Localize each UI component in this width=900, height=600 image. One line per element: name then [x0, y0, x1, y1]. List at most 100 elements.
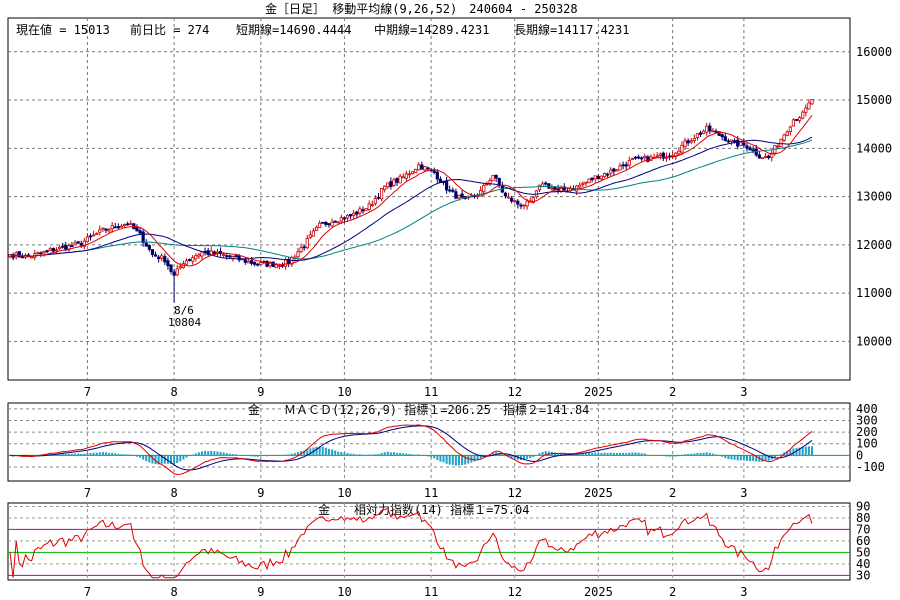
- candle-body: [609, 169, 613, 174]
- macd-histogram-bar: [464, 455, 467, 465]
- macd-histogram-bar: [457, 455, 460, 466]
- macd-histogram-bar: [711, 453, 714, 456]
- price-y-tick-label: 15000: [856, 93, 892, 107]
- price-panel-frame: [7, 17, 851, 381]
- macd-histogram-bar: [544, 451, 547, 456]
- candle-body: [711, 130, 715, 133]
- macd-histogram-bar: [95, 452, 98, 456]
- candle-body: [237, 255, 241, 261]
- rsi-y-tick-label: 60: [856, 534, 870, 548]
- candle-body: [745, 145, 749, 149]
- candle-body: [584, 181, 588, 184]
- candle-body: [110, 225, 114, 230]
- macd-histogram-bar: [687, 453, 690, 456]
- candle-body: [88, 235, 93, 238]
- candle-body: [318, 222, 322, 228]
- macd-histogram-bar: [327, 448, 330, 456]
- rsi-y-tick-label: 40: [856, 557, 870, 571]
- macd-histogram-bar: [126, 454, 129, 456]
- macd-histogram-bar: [374, 454, 377, 456]
- rsi-line: [9, 507, 813, 579]
- macd-histogram-bar: [324, 447, 327, 456]
- readout-mid-ma: 中期線=14289.4231: [374, 22, 489, 37]
- macd-histogram-bar: [331, 449, 334, 456]
- candle-body: [73, 242, 77, 246]
- candle-body: [119, 225, 124, 228]
- candle-body: [677, 150, 681, 155]
- macd-histogram-bar: [157, 455, 160, 465]
- readout-current: 現在値 = 15013: [16, 22, 110, 37]
- macd-histogram-bar: [668, 455, 671, 457]
- candle-body: [404, 173, 408, 179]
- macd-histogram-bar: [615, 453, 618, 456]
- macd-histogram-bar: [117, 453, 120, 456]
- macd-histogram-bar: [244, 455, 247, 456]
- macd-histogram-bar: [275, 455, 278, 456]
- macd-histogram-bar: [70, 453, 73, 456]
- candle-body: [739, 141, 743, 146]
- macd-histogram-bar: [135, 455, 138, 457]
- macd-histogram-bar: [553, 452, 556, 456]
- readout-change: 前日比 = 274: [130, 22, 209, 37]
- x-tick-label: 2: [669, 585, 676, 599]
- macd-histogram-bar: [346, 453, 349, 456]
- candle-body: [531, 197, 535, 203]
- macd-histogram-bar: [108, 452, 111, 456]
- macd-histogram-bar: [749, 455, 752, 462]
- candle-body: [30, 256, 34, 259]
- macd-histogram-bar: [597, 452, 600, 456]
- macd-histogram-bar: [625, 453, 628, 456]
- macd-histogram-bar: [132, 455, 135, 456]
- macd-histogram-bar: [80, 453, 83, 456]
- macd-histogram-bar: [439, 455, 442, 462]
- candle-body: [726, 140, 730, 143]
- candle-body: [389, 181, 393, 187]
- ma-mid-line: [9, 136, 813, 261]
- candle-body: [79, 243, 83, 246]
- candle-body: [17, 251, 21, 258]
- macd-histogram-bar: [492, 452, 495, 456]
- ma-long-line: [9, 139, 813, 260]
- macd-y-tick-label: 200: [856, 425, 878, 439]
- candle-body: [82, 240, 86, 247]
- candle-body: [516, 200, 520, 205]
- macd-histogram-bar: [368, 454, 371, 456]
- candle-body: [717, 131, 721, 136]
- x-tick-label: 3: [740, 486, 747, 500]
- candle-body: [655, 155, 659, 158]
- macd-histogram-bar: [622, 452, 625, 456]
- macd-histogram-bar: [89, 452, 92, 456]
- macd-histogram-bar: [225, 453, 228, 456]
- macd-histogram-bar: [287, 454, 290, 456]
- macd-histogram-bar: [786, 451, 789, 456]
- macd-histogram-bar: [442, 455, 445, 463]
- candle-body: [785, 131, 789, 136]
- macd-histogram-bar: [259, 455, 262, 457]
- macd-histogram-bar: [173, 455, 176, 465]
- candle-body: [630, 158, 635, 161]
- candle-body: [544, 182, 548, 185]
- candle-body: [488, 180, 492, 184]
- candle-body: [70, 245, 74, 248]
- candle-body: [482, 184, 486, 193]
- candle-body: [144, 242, 148, 247]
- candle-body: [327, 223, 331, 226]
- x-tick-label: 7: [84, 486, 91, 500]
- macd-histogram-bar: [219, 451, 222, 456]
- candle-body: [163, 256, 167, 263]
- candle-body: [519, 204, 523, 207]
- macd-histogram-bar: [129, 454, 132, 456]
- candle-body: [274, 264, 278, 269]
- macd-histogram-bar: [718, 455, 721, 456]
- candle-body: [497, 177, 501, 186]
- x-tick-label: 2: [669, 486, 676, 500]
- candle-body: [445, 180, 449, 191]
- candle-body: [683, 140, 687, 148]
- macd-histogram-bar: [399, 452, 402, 456]
- macd-histogram-bar: [736, 455, 739, 461]
- macd-histogram-bar: [321, 446, 324, 456]
- candle-body: [178, 266, 182, 269]
- macd-histogram-bar: [389, 452, 392, 456]
- candle-body: [414, 168, 418, 174]
- macd-histogram-bar: [358, 454, 361, 456]
